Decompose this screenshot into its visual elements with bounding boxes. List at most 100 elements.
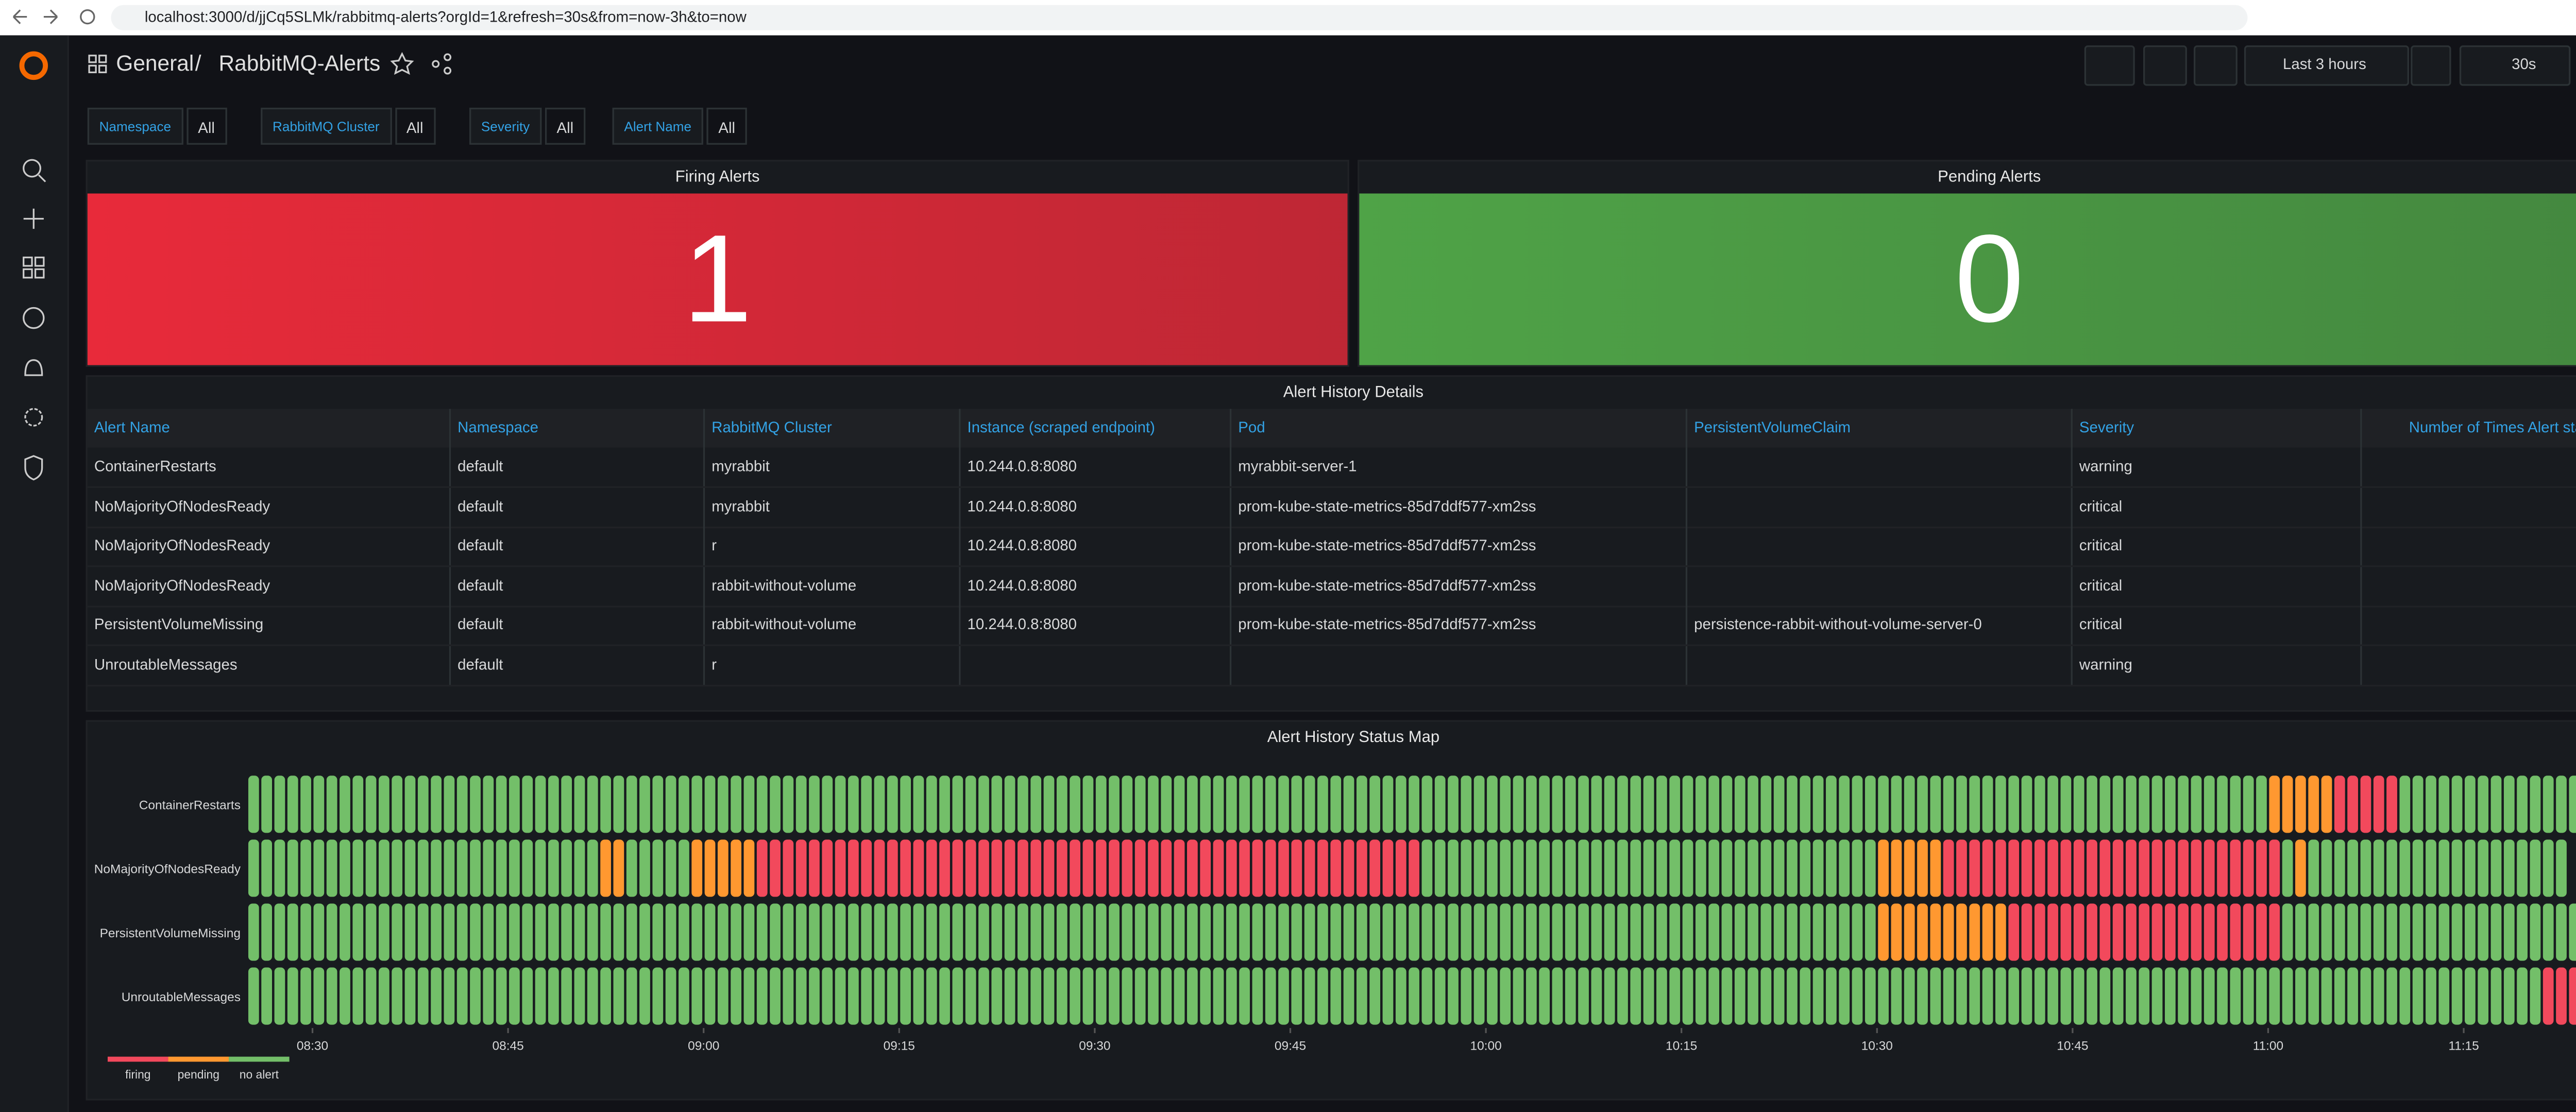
status-cell	[2308, 776, 2319, 833]
status-cell	[965, 967, 976, 1025]
status-cell	[300, 776, 311, 833]
status-cell	[965, 903, 976, 961]
status-cell	[652, 967, 664, 1025]
variable-value[interactable]: All	[186, 107, 227, 145]
status-cell	[574, 967, 585, 1025]
table-cell: 10.244.0.8:8080	[959, 606, 1230, 645]
status-cell	[1317, 967, 1328, 1025]
status-cell	[2073, 967, 2084, 1025]
add-panel[interactable]	[2084, 45, 2135, 86]
status-cell	[1409, 839, 1419, 897]
column-header[interactable]: RabbitMQ Cluster	[703, 409, 959, 448]
status-cell	[978, 776, 989, 833]
status-cell	[2451, 967, 2463, 1025]
stat-background: 1	[87, 193, 1348, 365]
url[interactable]: localhost:3000/d/jjCq5SLMk/rabbitmq-aler…	[144, 8, 747, 25]
status-cell	[2073, 776, 2084, 833]
status-cell	[1800, 839, 1811, 897]
status-cell	[535, 776, 546, 833]
status-cell	[1226, 903, 1237, 961]
status-cell	[756, 967, 768, 1025]
status-cell	[470, 776, 481, 833]
status-cell	[1304, 776, 1315, 833]
table-cell: myrabbit	[703, 487, 959, 526]
status-cell	[1969, 839, 1980, 897]
refresh-interval[interactable]: 30s	[2512, 55, 2536, 73]
status-cell	[496, 967, 507, 1025]
status-cell	[2530, 967, 2541, 1025]
settings[interactable]	[2193, 45, 2238, 86]
save[interactable]	[2143, 45, 2187, 86]
status-cell	[1708, 839, 1719, 897]
variable-value[interactable]: All	[706, 107, 747, 145]
status-cell	[2569, 903, 2576, 961]
column-header[interactable]: Instance (scraped endpoint)	[959, 409, 1230, 448]
status-cell	[456, 903, 468, 961]
status-cell	[2295, 776, 2306, 833]
status-cell	[2530, 839, 2541, 897]
status-cell	[1565, 839, 1576, 897]
status-cell	[2347, 776, 2358, 833]
status-cell	[1630, 903, 1641, 961]
table-row: NoMajorityOfNodesReady default myrabbit 10.…	[87, 487, 2576, 528]
dashboard-title[interactable]: RabbitMQ-Alerts	[218, 50, 381, 76]
status-cell	[783, 839, 794, 897]
status-cell	[2087, 967, 2097, 1025]
folder[interactable]: General	[116, 50, 194, 76]
table-cell: prom-kube-state-metrics-85d7ddf577-xm2ss	[1229, 606, 1686, 645]
status-cell	[1018, 967, 1028, 1025]
status-cell	[1930, 967, 1941, 1025]
status-cell	[1200, 776, 1211, 833]
status-cell	[861, 776, 872, 833]
status-cell	[2256, 776, 2267, 833]
column-header[interactable]: PersistentVolumeClaim	[1685, 409, 2071, 448]
status-cell	[2295, 839, 2306, 897]
status-cell	[809, 903, 820, 961]
status-cell	[613, 967, 624, 1025]
status-cell	[991, 903, 1003, 961]
status-cell	[1930, 903, 1941, 961]
status-cell	[2399, 903, 2411, 961]
status-cell	[2386, 776, 2397, 833]
status-cell	[2373, 776, 2384, 833]
column-header[interactable]: Pod	[1229, 409, 1686, 448]
status-cell	[535, 903, 546, 961]
status-cell	[1721, 839, 1733, 897]
status-cell	[978, 839, 989, 897]
column-header[interactable]: Number of Times Alert started	[2360, 409, 2576, 448]
variable-value[interactable]: All	[394, 107, 435, 145]
status-cell	[900, 967, 911, 1025]
x-tick-label: 10:45	[2057, 1039, 2088, 1053]
status-cell	[874, 776, 885, 833]
status-cell	[2191, 903, 2202, 961]
status-cell	[1434, 776, 1446, 833]
column-header[interactable]: Alert Name	[94, 419, 170, 436]
status-cell	[939, 967, 950, 1025]
zoom-out[interactable]	[2411, 45, 2451, 86]
status-cell	[1748, 839, 1758, 897]
status-cell	[2060, 903, 2072, 961]
status-cell	[770, 967, 781, 1025]
refresh[interactable]: 30s	[2459, 45, 2571, 86]
status-cell	[2126, 903, 2137, 961]
status-cell	[1773, 967, 1785, 1025]
status-cell	[2543, 776, 2554, 833]
time-range[interactable]: Last 3 hours	[2283, 55, 2366, 73]
status-cell	[939, 903, 950, 961]
status-cell	[2204, 903, 2215, 961]
variable-value[interactable]: All	[545, 107, 586, 145]
status-cell	[926, 776, 937, 833]
column-header[interactable]: Severity	[2071, 409, 2361, 448]
status-cell	[600, 903, 611, 961]
header-icons[interactable]	[390, 52, 458, 76]
status-cell	[600, 839, 611, 897]
status-cell	[444, 967, 455, 1025]
column-header[interactable]: Namespace	[449, 409, 703, 448]
status-cell	[1539, 903, 1550, 961]
time-picker[interactable]: Last 3 hours	[2244, 45, 2409, 86]
status-cell	[2438, 839, 2450, 897]
status-cell	[1434, 903, 1446, 961]
status-cell	[1995, 776, 2006, 833]
status-cell	[2465, 776, 2476, 833]
status-cell	[2556, 839, 2567, 897]
